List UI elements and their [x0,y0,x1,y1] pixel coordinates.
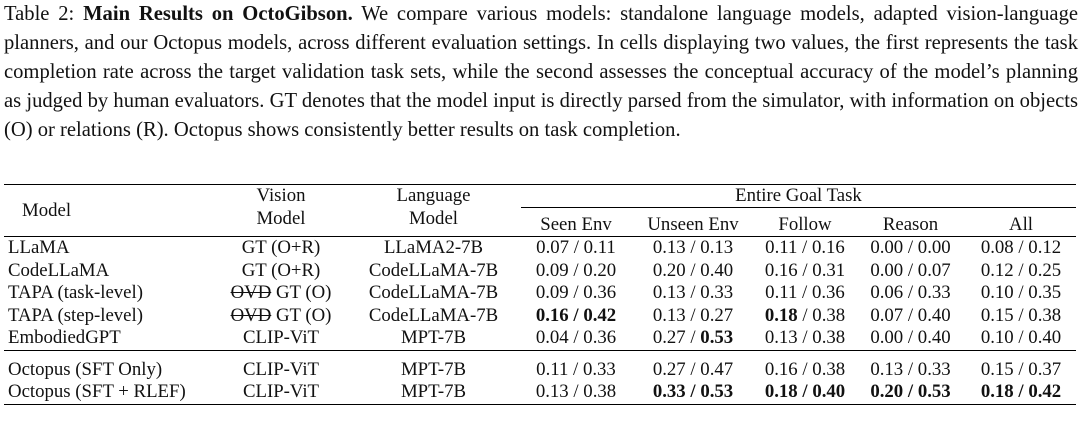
cell-reason: 0.00 / 0.07 [870,259,951,281]
cell-seen-env: 0.07 / 0.11 [521,236,631,260]
cell-seen-env: 0.04 / 0.36 [535,327,617,348]
vision-prefix: OVD [230,282,272,303]
table-row: Octopus (SFT + RLEF) CLIP-ViT MPT-7B 0.1… [4,381,1076,405]
row-model: EmbodiedGPT [8,327,121,348]
row-model: LLaMA [4,236,216,260]
row-vision: OVD GT (O) [230,304,332,326]
header-row-1: Model Vision Language Entire Goal Task [4,184,1076,237]
row-vision: CLIP-ViT [216,349,346,381]
table-row: TAPA (task-level) OVD GT (O) CodeLLaMA-7… [4,282,1076,305]
cell-seen-env: 0.13 / 0.38 [521,381,631,405]
col-header-unseen-env: Unseen Env [631,207,755,237]
row-vision: OVD GT (O) [230,282,332,303]
caption-label: Table 2: [4,3,75,25]
cell-seen-env: 0.11 / 0.33 [521,349,631,381]
cell-unseen-env: 0.13 / 0.33 [652,282,734,303]
row-model: Octopus (SFT + RLEF) [4,381,216,405]
col-header-vision-2: Model [256,207,306,229]
col-header-group: Entire Goal Task [521,184,1076,208]
row-vision: GT (O+R) [241,259,321,281]
table-row: EmbodiedGPT CLIP-ViT MPT-7B 0.04 / 0.36 … [4,327,1076,350]
col-header-model: Model [4,184,216,237]
cell-follow: 0.16 / 0.38 [755,349,855,381]
cell-all: 0.10 / 0.40 [980,327,1062,348]
cell-all: 0.15 / 0.37 [966,349,1076,381]
col-header-all: All [966,207,1076,237]
cell-reason: 0.20 / 0.53 [855,381,966,405]
col-header-reason: Reason [855,207,966,237]
cell-seen-env: 0.09 / 0.36 [535,282,617,303]
cell-all: 0.10 / 0.35 [980,282,1062,303]
vision-prefix: OVD [230,304,272,326]
header-row-2: Model Model Seen Env Unseen Env Follow R… [4,207,1076,237]
cell-reason: 0.00 / 0.00 [855,236,966,260]
cell-all: 0.18 / 0.42 [966,381,1076,405]
col-header-language-1: Language [346,184,521,208]
row-language: LLaMA2-7B [346,236,521,260]
row-language: MPT-7B [346,349,521,381]
col-header-seen-env: Seen Env [521,207,631,237]
table-row: CodeLLaMA GT (O+R) CodeLLaMA-7B 0.09 / 0… [4,260,1076,283]
row-model: Octopus (SFT Only) [4,349,216,381]
results-table: Model Vision Language Entire Goal Task M… [4,184,1076,405]
row-model: TAPA (task-level) [8,282,143,303]
row-model: CodeLLaMA [8,259,110,281]
table-row: TAPA (step-level) OVD GT (O) CodeLLaMA-7… [4,305,1076,328]
cell-unseen-env: 0.27 / 0.47 [631,349,755,381]
col-header-follow: Follow [755,207,855,237]
row-vision: CLIP-ViT [216,381,346,405]
row-vision: GT (O+R) [216,236,346,260]
cell-unseen-env: 0.20 / 0.40 [652,259,734,281]
cell-reason: 0.13 / 0.33 [855,349,966,381]
row-language: CodeLLaMA-7B [368,282,499,303]
row-model: TAPA (step-level) [8,304,143,326]
cell-follow: 0.18 / 0.40 [755,381,855,405]
cell-reason: 0.06 / 0.33 [870,282,951,303]
caption-text: We compare various models: standalone la… [4,3,1079,142]
row-language: CodeLLaMA-7B [368,304,499,326]
cell-reason: 0.00 / 0.40 [870,327,951,348]
table-caption: Table 2: Main Results on OctoGibson. We … [4,0,1078,145]
table-row: Octopus (SFT Only) CLIP-ViT MPT-7B 0.11 … [4,349,1076,381]
cell-follow: 0.11 / 0.16 [755,236,855,260]
cell-follow: 0.18 / 0.38 [764,304,846,326]
cell-unseen-env: 0.13 / 0.13 [631,236,755,260]
cell-unseen-env: 0.33 / 0.53 [631,381,755,405]
col-header-vision-1: Vision [216,184,346,208]
cell-seen-env: 0.16 / 0.42 [535,304,617,326]
row-language: MPT-7B [346,381,521,405]
table-row: LLaMA GT (O+R) LLaMA2-7B 0.07 / 0.11 0.1… [4,236,1076,260]
cell-follow: 0.13 / 0.38 [764,327,846,348]
col-header-language-2: Model [408,207,459,229]
row-language: CodeLLaMA-7B [368,259,499,281]
row-language: MPT-7B [400,327,467,348]
cell-all: 0.15 / 0.38 [980,304,1062,326]
cell-seen-env: 0.09 / 0.20 [535,259,617,281]
cell-all: 0.12 / 0.25 [980,259,1062,281]
cell-unseen-env: 0.27 / 0.53 [652,327,734,348]
cell-all: 0.08 / 0.12 [966,236,1076,260]
cell-follow: 0.16 / 0.31 [764,259,846,281]
cell-reason: 0.07 / 0.40 [870,304,951,326]
row-vision: CLIP-ViT [242,327,320,348]
caption-title: Main Results on OctoGibson. [83,3,353,25]
cell-unseen-env: 0.13 / 0.27 [652,304,734,326]
cell-follow: 0.11 / 0.36 [765,282,845,303]
